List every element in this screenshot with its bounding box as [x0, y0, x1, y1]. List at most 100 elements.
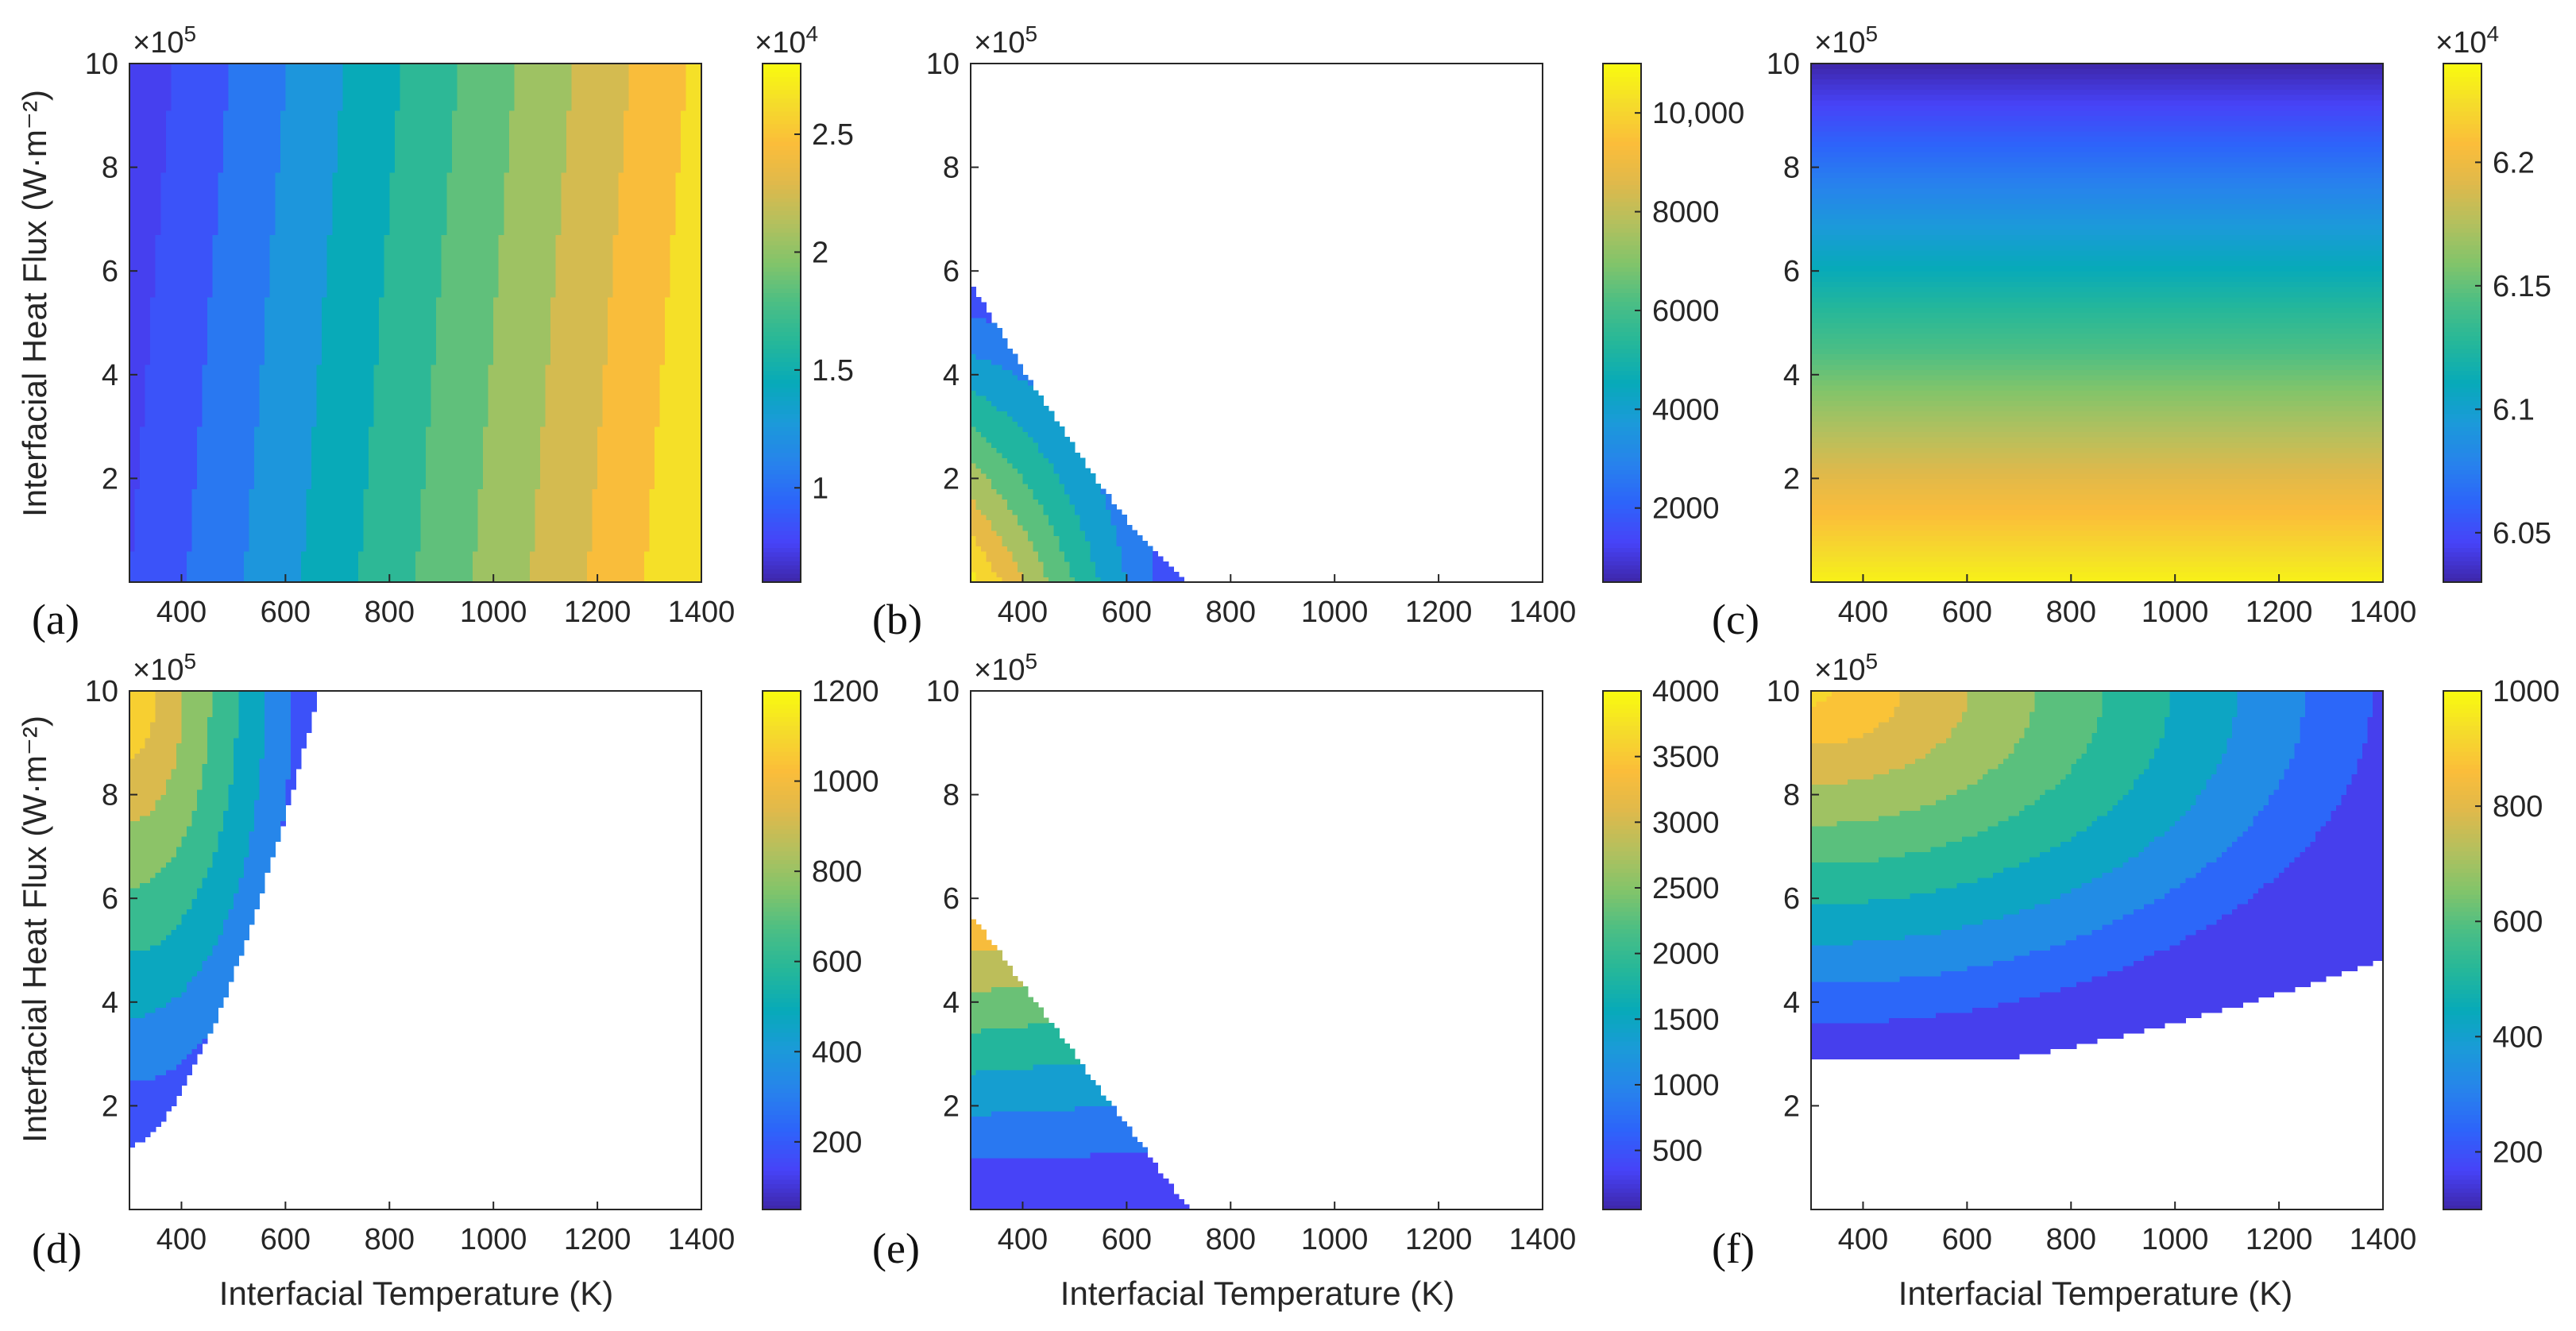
field-cell — [337, 99, 343, 106]
field-cell — [369, 64, 375, 70]
field-cell — [373, 177, 380, 183]
field-cell — [285, 447, 292, 453]
field-cell — [207, 571, 214, 577]
field-cell — [218, 488, 224, 495]
field-cell — [171, 473, 177, 479]
field-cell — [316, 276, 322, 282]
field-cell — [342, 426, 349, 433]
field-cell — [269, 64, 276, 70]
field-cell — [316, 406, 322, 412]
field-cell — [326, 276, 333, 282]
field-cell — [337, 312, 343, 318]
field-cell — [353, 79, 359, 85]
field-cell — [373, 255, 380, 261]
field-cell — [379, 416, 385, 422]
field-cell — [280, 359, 286, 365]
field-cell — [353, 64, 359, 70]
field-cell — [311, 105, 318, 111]
field-cell — [295, 162, 302, 168]
field-cell — [265, 473, 271, 479]
field-cell — [145, 349, 151, 355]
field-cell — [301, 374, 307, 380]
field-cell — [347, 250, 353, 257]
field-cell — [176, 203, 182, 210]
field-cell — [171, 561, 177, 567]
field-cell — [322, 312, 328, 318]
field-cell — [384, 525, 390, 531]
field-cell — [384, 494, 390, 500]
field-cell — [353, 146, 359, 152]
field-cell — [259, 281, 265, 287]
field-cell — [306, 302, 312, 308]
field-cell — [197, 416, 203, 422]
field-cell — [134, 125, 141, 132]
field-cell — [275, 437, 281, 443]
field-cell — [197, 530, 203, 536]
field-cell — [165, 369, 172, 376]
field-cell — [342, 250, 349, 257]
field-cell — [285, 95, 292, 101]
field-cell — [326, 203, 333, 210]
field-cell — [222, 167, 229, 173]
field-cell — [379, 566, 385, 573]
field-cell — [269, 291, 276, 298]
field-cell — [191, 519, 198, 526]
field-cell — [259, 530, 265, 536]
field-cell — [342, 509, 349, 515]
field-cell — [379, 296, 385, 303]
field-cell — [207, 115, 214, 122]
field-cell — [129, 353, 136, 360]
field-cell — [363, 390, 369, 396]
field-cell — [326, 198, 333, 204]
field-cell — [191, 452, 198, 458]
field-cell — [326, 230, 333, 236]
field-cell — [129, 343, 136, 349]
field-cell — [369, 240, 375, 246]
field-cell — [265, 286, 271, 292]
field-cell — [238, 561, 245, 567]
field-cell — [301, 457, 307, 464]
field-cell — [254, 395, 261, 401]
field-cell — [285, 245, 292, 251]
field-cell — [228, 218, 234, 225]
field-cell — [301, 120, 307, 126]
field-cell — [165, 255, 172, 261]
field-cell — [191, 473, 198, 479]
field-cell — [295, 571, 302, 577]
field-cell — [358, 322, 365, 329]
field-cell — [228, 535, 234, 542]
field-cell — [259, 442, 265, 448]
field-cell — [275, 146, 281, 152]
field-cell — [228, 431, 234, 438]
field-cell — [358, 426, 365, 433]
field-cell — [369, 488, 375, 495]
field-cell — [191, 468, 198, 474]
field-cell — [280, 395, 286, 401]
field-cell — [347, 359, 353, 365]
field-cell — [197, 281, 203, 287]
field-cell — [301, 473, 307, 479]
field-cell — [295, 79, 302, 85]
field-cell — [171, 271, 177, 277]
field-cell — [347, 79, 353, 85]
field-cell — [222, 395, 229, 401]
field-cell — [150, 89, 156, 95]
field-cell — [197, 535, 203, 542]
field-cell — [207, 452, 214, 458]
field-cell — [280, 515, 286, 521]
field-cell — [275, 95, 281, 101]
field-cell — [244, 245, 250, 251]
field-cell — [244, 136, 250, 142]
field-cell — [155, 312, 161, 318]
field-cell — [353, 452, 359, 458]
field-cell — [238, 473, 245, 479]
field-cell — [269, 110, 276, 116]
field-cell — [165, 218, 172, 225]
field-cell — [322, 183, 328, 189]
field-cell — [379, 99, 385, 106]
field-cell — [358, 561, 365, 567]
field-cell — [306, 416, 312, 422]
field-cell — [150, 198, 156, 204]
field-cell — [353, 296, 359, 303]
field-cell — [301, 183, 307, 189]
